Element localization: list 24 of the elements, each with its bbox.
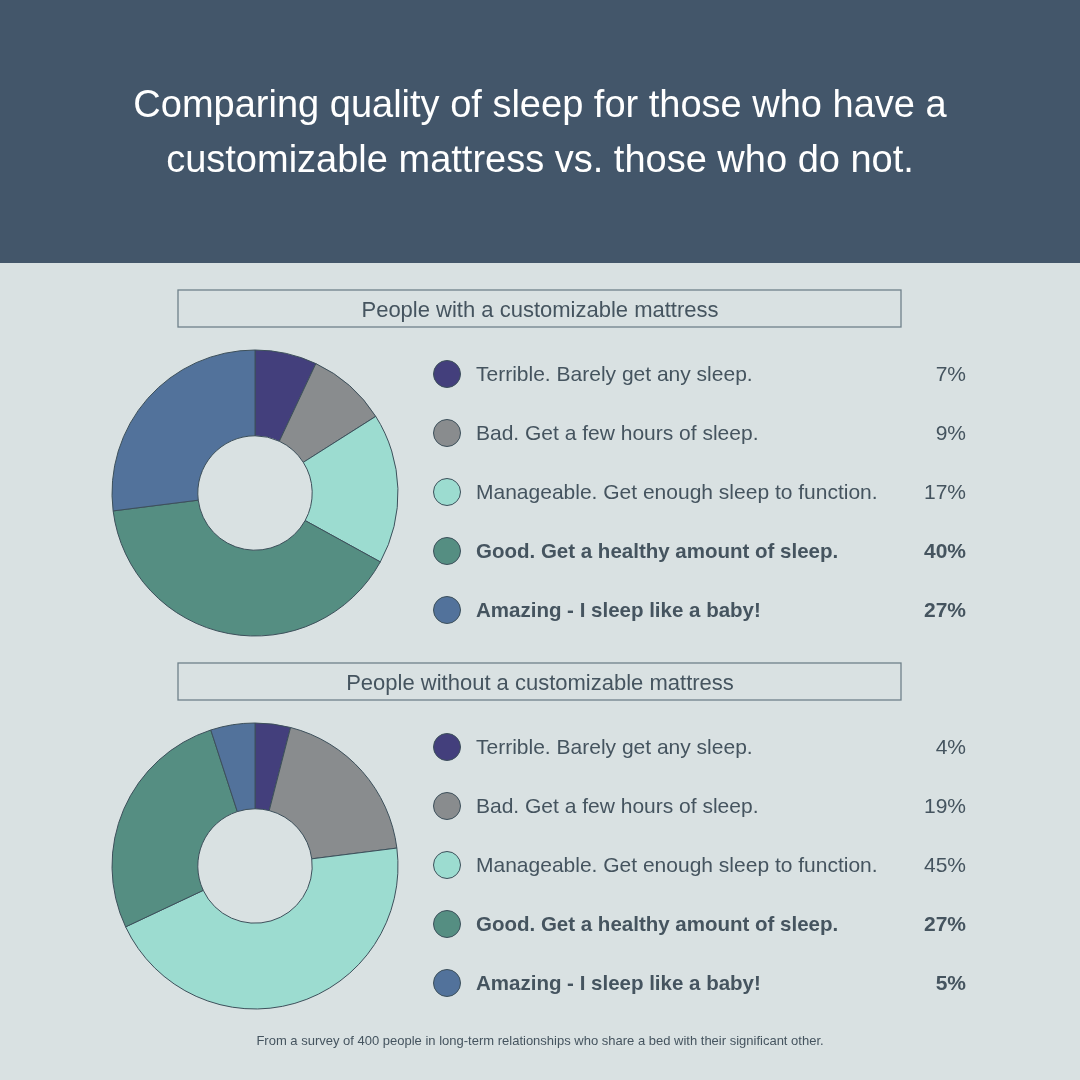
data-label: 9%	[935, 421, 966, 444]
legend-label: Terrible. Barely get any sleep.	[476, 735, 753, 758]
data-label: 7%	[935, 362, 966, 385]
data-label: 45%	[923, 853, 966, 876]
data-label: 27%	[923, 912, 967, 935]
legend-label: Manageable. Get enough sleep to function.	[476, 853, 878, 876]
chart-title: People without a customizable mattress	[346, 670, 734, 695]
legend-label: Good. Get a healthy amount of sleep.	[476, 912, 839, 935]
text: From a survey of 400 people in long-term relationships who share a bed with their significant other.	[256, 1033, 824, 1048]
legend-label: Amazing - I sleep like a baby!	[476, 598, 761, 621]
data-label: 19%	[923, 794, 966, 817]
chart-title: Comparing quality of sleep for those who have a customizable mattress vs. those who do not.	[133, 83, 948, 180]
data-label: 17%	[923, 480, 966, 503]
data-label: 4%	[935, 735, 966, 758]
legend-label: Bad. Get a few hours of sleep.	[476, 794, 759, 817]
data-label: 5%	[935, 971, 967, 994]
data-label: 27%	[923, 598, 967, 621]
data-label: 40%	[923, 539, 967, 562]
legend-label: Terrible. Barely get any sleep.	[476, 362, 753, 385]
chart-subtitle: People with a customizable mattress	[361, 297, 719, 322]
legend-label: Manageable. Get enough sleep to function.	[476, 480, 878, 503]
legend-label: Bad. Get a few hours of sleep.	[476, 421, 759, 444]
legend-label: Amazing - I sleep like a baby!	[476, 971, 761, 994]
legend-label: Good. Get a healthy amount of sleep.	[476, 539, 839, 562]
